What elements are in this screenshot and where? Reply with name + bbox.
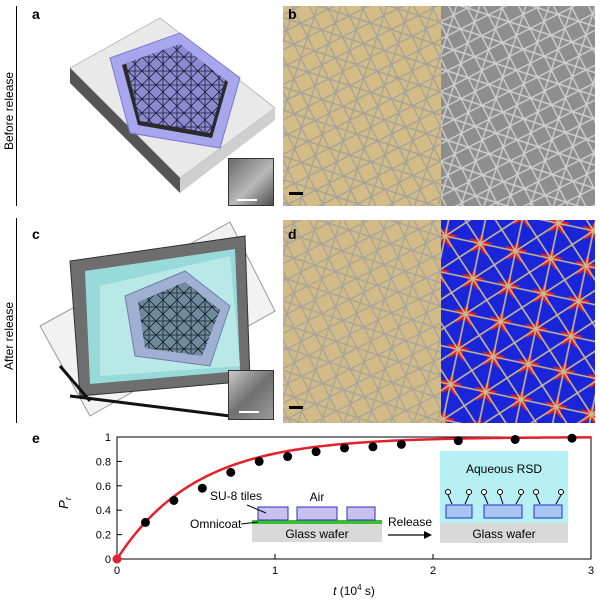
panel-label-a: a <box>32 6 40 22</box>
data-points <box>112 433 577 564</box>
x-axis-ticks: 0 1 2 3 <box>114 554 594 577</box>
row-divider-top <box>16 6 17 206</box>
data-point <box>453 436 463 446</box>
inset-su8-pointer <box>246 504 267 514</box>
x-axis-label: t (104 s) <box>333 583 375 598</box>
chart-plot-frame <box>116 436 592 560</box>
panel-a-scale-bar <box>237 199 257 201</box>
y-tick-label: 0.8 <box>96 456 111 468</box>
inset-omnicoat-pointer <box>240 521 259 525</box>
inset-aqueous-label: Aqueous RSD <box>466 462 542 476</box>
inset-omnicoat-layer <box>252 520 382 524</box>
inset-release-arrowhead <box>424 531 432 539</box>
panel-label-d: d <box>288 226 297 242</box>
panel-c-device-illustration <box>39 221 276 418</box>
inset-before-release: Glass wafer SU-8 tiles Air Omnicoat <box>190 489 382 542</box>
x-tick-label: 2 <box>430 565 436 577</box>
data-point <box>396 439 406 449</box>
inset-air-label: Air <box>310 490 325 504</box>
inset-after-release: Aqueous RSD Glass wafer <box>440 451 568 543</box>
inset-left-glass-wafer <box>252 524 382 542</box>
panel-d-micrograph <box>283 220 595 423</box>
data-point <box>567 433 577 443</box>
inset-su8-label: SU-8 tiles <box>210 489 262 503</box>
row-divider-bottom <box>16 218 17 423</box>
inset-right-glass-wafer-label: Glass wafer <box>472 527 535 541</box>
panel-b-scale-bar <box>289 192 303 195</box>
inset-omnicoat-label: Omnicoat <box>190 517 242 531</box>
data-point <box>311 447 321 457</box>
y-tick-label: 1 <box>105 432 111 444</box>
data-point <box>254 456 264 466</box>
data-point <box>140 517 150 527</box>
inset-right-glass-wafer <box>440 523 568 543</box>
panel-d-scale-bar <box>289 406 303 409</box>
x-tick-label: 0 <box>114 565 120 577</box>
panel-a-device-illustration <box>69 17 276 193</box>
inset-left-tile-3 <box>346 506 376 521</box>
data-point <box>226 467 236 477</box>
inset-right-tile-1 <box>445 504 473 519</box>
data-point <box>169 495 179 505</box>
data-point <box>510 434 520 444</box>
panel-b-micrograph <box>283 6 595 206</box>
x-tick-label: 1 <box>272 565 278 577</box>
y-axis-ticks: 0 0.2 0.4 0.6 0.8 1 <box>96 432 122 566</box>
panel-c-scale-bar <box>239 411 259 413</box>
inset-rsd-molecules <box>445 489 564 505</box>
x-tick-label: 3 <box>588 565 594 577</box>
panel-e-chart: 0 0.2 0.4 0.6 0.8 1 0 1 2 3 Pr t (104 s) Glass w… <box>56 432 594 598</box>
row-label-before: Before release <box>2 71 16 150</box>
y-tick-label: 0.6 <box>96 481 111 493</box>
inset-left-glass-wafer-label: Glass wafer <box>285 527 348 541</box>
y-tick-label: 0.2 <box>96 530 111 542</box>
inset-right-tile-3 <box>533 504 563 519</box>
panel-label-b: b <box>288 6 297 22</box>
data-point <box>197 483 207 493</box>
panel-label-c: c <box>32 226 40 242</box>
row-label-after: After release <box>2 301 16 370</box>
data-point <box>112 554 122 564</box>
panel-label-e: e <box>32 430 40 446</box>
y-tick-label: 0.4 <box>96 505 111 517</box>
y-tick-label: 0 <box>105 554 111 566</box>
data-point <box>368 442 378 452</box>
inset-left-tile-2 <box>296 506 338 521</box>
inset-release-label: Release <box>388 515 432 529</box>
panel-c-sem-inset <box>228 370 274 420</box>
inset-right-tile-2 <box>483 504 523 519</box>
data-point <box>283 452 293 462</box>
panel-a-sem-inset <box>228 158 274 206</box>
y-axis-label: Pr <box>56 496 73 509</box>
inset-left-tile-1 <box>257 506 289 521</box>
data-point <box>340 443 350 453</box>
